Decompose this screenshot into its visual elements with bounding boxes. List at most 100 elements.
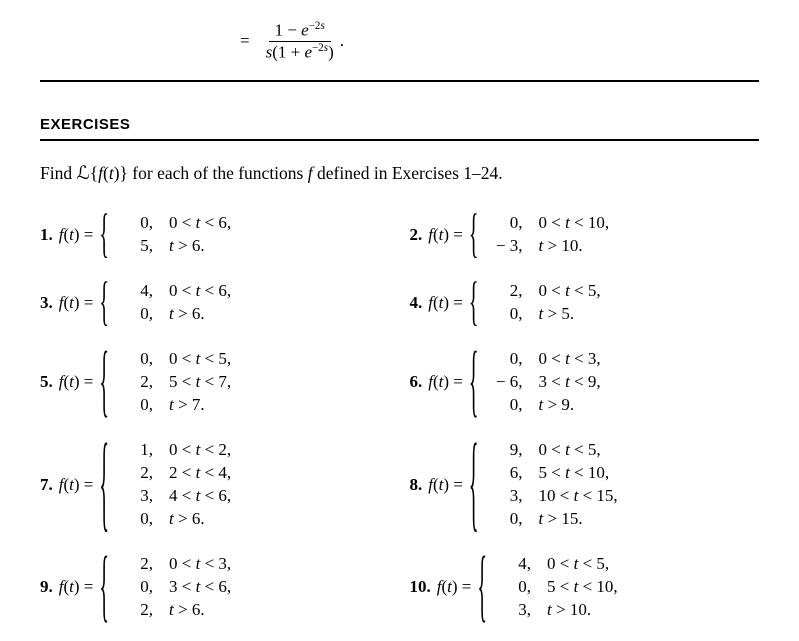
exercise-number: 2. <box>410 225 423 245</box>
piecewise: {9,0 < t < 5,6,5 < t < 10,3,10 < t < 15,… <box>469 439 618 531</box>
case-value: − 3, <box>481 235 525 258</box>
brace: { <box>469 348 479 417</box>
case-condition: 0 < t < 5, <box>533 553 609 576</box>
exercise: 9.f(t) = {2,0 < t < 3,0,3 < t < 6,2,t > … <box>40 553 390 622</box>
case-row: 1,0 < t < 2, <box>111 439 231 462</box>
case-condition: 0 < t < 5, <box>525 439 601 462</box>
exercise: 1. f(t) = {0,0 < t < 6,5,t > 6. <box>40 212 390 258</box>
brace: { <box>99 553 109 622</box>
case-row: 4,0 < t < 6, <box>111 280 231 303</box>
divider-under-title <box>40 139 759 141</box>
case-condition: 0 < t < 3, <box>525 348 601 371</box>
case-row: 0,t > 15. <box>481 508 618 531</box>
case-condition: t > 9. <box>525 394 575 417</box>
case-condition: 0 < t < 5, <box>525 280 601 303</box>
top-equation: = 1 − e−2s s(1 + e−2s) . <box>240 20 759 62</box>
exercise-number: 6. <box>410 372 423 392</box>
function-equals: f(t) = <box>59 475 94 495</box>
case-condition: 10 < t < 15, <box>525 485 618 508</box>
exercise-number: 8. <box>410 475 423 495</box>
case-condition: t > 15. <box>525 508 583 531</box>
case-value: 0, <box>111 212 155 235</box>
case-row: − 3,t > 10. <box>481 235 610 258</box>
section-title: EXERCISES <box>40 116 759 133</box>
case-condition: 5 < t < 10, <box>525 462 610 485</box>
cases: 0,0 < t < 5,2,5 < t < 7,0,t > 7. <box>111 348 231 417</box>
case-condition: 3 < t < 9, <box>525 371 601 394</box>
case-condition: 0 < t < 10, <box>525 212 610 235</box>
brace: { <box>469 212 479 258</box>
case-value: 3, <box>481 485 525 508</box>
case-value: 0, <box>481 212 525 235</box>
case-value: 5, <box>111 235 155 258</box>
case-condition: 2 < t < 4, <box>155 462 231 485</box>
case-condition: 0 < t < 6, <box>155 280 231 303</box>
case-row: 0,t > 9. <box>481 394 601 417</box>
exercise: 5.f(t) = {0,0 < t < 5,2,5 < t < 7,0,t > … <box>40 348 390 417</box>
piecewise: {0,0 < t < 5,2,5 < t < 7,0,t > 7. <box>99 348 231 417</box>
exercise: 6.f(t) = {0,0 < t < 3,− 6,3 < t < 9,0,t … <box>410 348 760 417</box>
function-equals: f(t) = <box>428 475 463 495</box>
case-value: 3, <box>489 599 533 622</box>
case-value: 2, <box>111 462 155 485</box>
case-value: 3, <box>111 485 155 508</box>
case-row: 0,0 < t < 5, <box>111 348 231 371</box>
case-value: 2, <box>481 280 525 303</box>
case-condition: t > 7. <box>155 394 205 417</box>
brace: { <box>469 439 479 531</box>
case-row: − 6,3 < t < 9, <box>481 371 601 394</box>
case-row: 0,t > 7. <box>111 394 231 417</box>
brace: { <box>469 280 479 326</box>
case-condition: 5 < t < 10, <box>533 576 618 599</box>
function-equals: f(t) = <box>59 293 94 313</box>
case-row: 2,5 < t < 7, <box>111 371 231 394</box>
brace: { <box>99 280 109 326</box>
cases: 2,0 < t < 5,0,t > 5. <box>481 280 601 326</box>
case-row: 3,4 < t < 6, <box>111 485 231 508</box>
case-row: 0,0 < t < 3, <box>481 348 601 371</box>
piecewise: {4,0 < t < 5,0,5 < t < 10,3,t > 10. <box>477 553 617 622</box>
case-value: 1, <box>111 439 155 462</box>
cases: 2,0 < t < 3,0,3 < t < 6,2,t > 6. <box>111 553 231 622</box>
piecewise: {0,0 < t < 3,− 6,3 < t < 9,0,t > 9. <box>469 348 601 417</box>
divider-top <box>40 80 759 82</box>
denominator: s(1 + e−2s) <box>260 42 340 63</box>
exercises-grid: 1.f(t) = {0,0 < t < 6,5,t > 6.2.f(t) = {… <box>40 212 759 621</box>
function-equals: f(t) = <box>59 577 94 597</box>
piecewise: {0,0 < t < 6,5,t > 6. <box>99 212 231 258</box>
case-value: 0, <box>111 303 155 326</box>
piecewise: {0,0 < t < 10,− 3,t > 10. <box>469 212 609 258</box>
case-row: 2,2 < t < 4, <box>111 462 231 485</box>
exercise-number: 1. <box>40 225 53 245</box>
piecewise: {2,0 < t < 5,0,t > 5. <box>469 280 601 326</box>
case-row: 0,t > 5. <box>481 303 601 326</box>
case-value: 0, <box>111 348 155 371</box>
intro-text: Find ℒ{f(t)} for each of the functions f… <box>40 163 759 184</box>
function-equals: f(t) = <box>59 225 94 245</box>
case-row: 9,0 < t < 5, <box>481 439 618 462</box>
case-condition: 0 < t < 6, <box>155 212 231 235</box>
exercise: 4.f(t) = {2,0 < t < 5,0,t > 5. <box>410 280 760 326</box>
exercise: 2.f(t) = {0,0 < t < 10,− 3,t > 10. <box>410 212 760 258</box>
exercise-number: 4. <box>410 293 423 313</box>
case-row: 0,0 < t < 10, <box>481 212 610 235</box>
trailing-period: . <box>340 31 344 51</box>
case-row: 2,0 < t < 3, <box>111 553 231 576</box>
function-equals: f(t) = <box>428 293 463 313</box>
brace: { <box>99 348 109 417</box>
case-row: 0,t > 6. <box>111 303 231 326</box>
case-value: 4, <box>489 553 533 576</box>
case-condition: t > 10. <box>533 599 591 622</box>
cases: 0,0 < t < 3,− 6,3 < t < 9,0,t > 9. <box>481 348 601 417</box>
exercise: 10.f(t) = {4,0 < t < 5,0,5 < t < 10,3,t … <box>410 553 760 622</box>
case-value: 0, <box>481 394 525 417</box>
case-row: 2,0 < t < 5, <box>481 280 601 303</box>
function-equals: f(t) = <box>428 225 463 245</box>
equals-sign: = <box>240 31 250 51</box>
exercise: 8.f(t) = {9,0 < t < 5,6,5 < t < 10,3,10 … <box>410 439 760 531</box>
brace: { <box>99 212 109 258</box>
exercise-number: 7. <box>40 475 53 495</box>
case-row: 0,0 < t < 6, <box>111 212 231 235</box>
piecewise: {2,0 < t < 3,0,3 < t < 6,2,t > 6. <box>99 553 231 622</box>
case-condition: 0 < t < 2, <box>155 439 231 462</box>
